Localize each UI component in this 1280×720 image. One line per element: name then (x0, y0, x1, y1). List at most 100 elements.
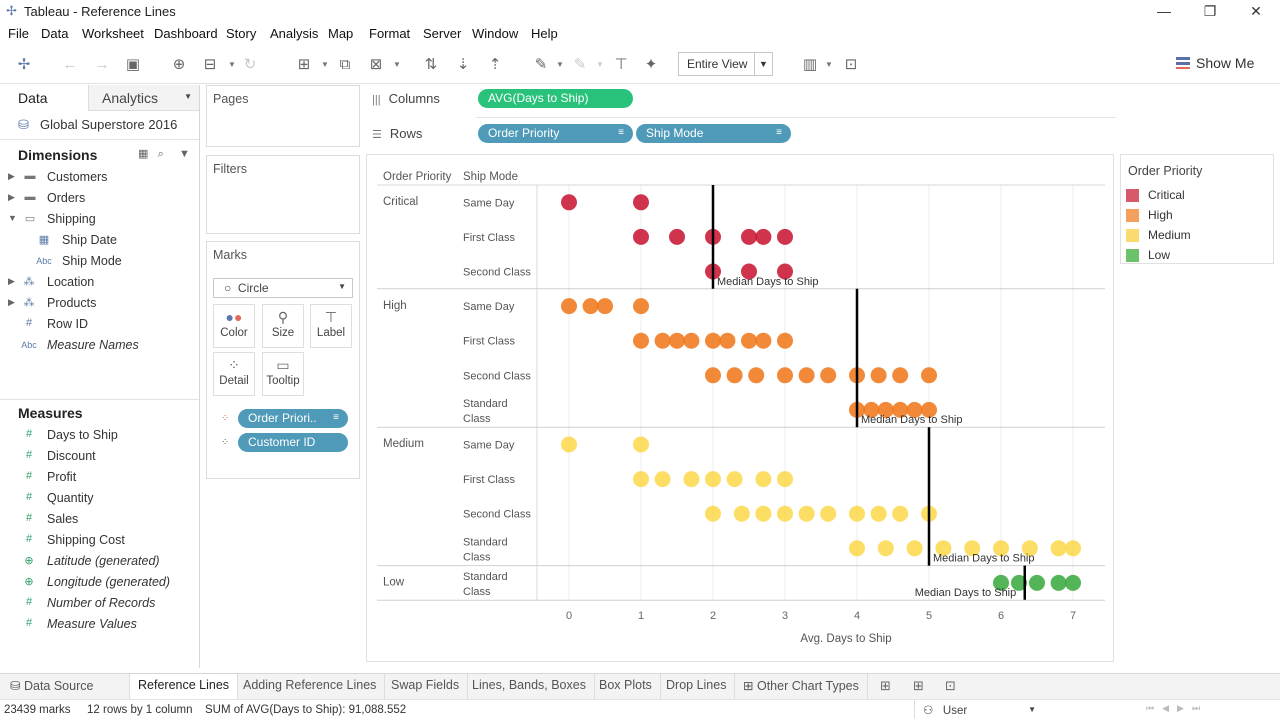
search-icon[interactable]: ⌕ (157, 148, 164, 160)
pause-updates-icon[interactable]: ⊟ (203, 56, 217, 73)
highlight-icon[interactable]: ✎ (534, 56, 548, 73)
sheet-navigation[interactable]: ⏮◀▶⏭ (1146, 703, 1209, 713)
undo-icon[interactable]: ← (62, 56, 78, 73)
menu-map[interactable]: Map (328, 26, 354, 41)
show-me-button[interactable]: Show Me (1176, 55, 1254, 71)
field-measure-values[interactable]: # Measure Values (0, 615, 199, 635)
legend-item-medium[interactable]: Medium (1126, 227, 1266, 245)
field-shipping-cost[interactable]: # Shipping Cost (0, 531, 199, 551)
tab-other-chart-types[interactable]: ⊞ Other Chart Types (735, 674, 868, 699)
datasource-item[interactable]: ⛁ Global Superstore 2016 (18, 117, 177, 132)
label-button[interactable]: ⊤ Label (310, 304, 352, 348)
field-location[interactable]: ▶ ⁂ Location (0, 273, 199, 293)
save-icon[interactable]: ▣ (125, 56, 141, 73)
swap-rows-columns-icon[interactable]: ⇅ (424, 56, 438, 73)
menu-story[interactable]: Story (226, 26, 257, 41)
legend-item-high[interactable]: High (1126, 207, 1266, 225)
expand-icon[interactable]: ▶ (8, 192, 15, 202)
menu-window[interactable]: Window (472, 26, 519, 41)
fix-axes-icon[interactable]: ✦ (644, 56, 658, 73)
legend-item-critical[interactable]: Critical (1126, 187, 1266, 205)
field-shipping[interactable]: ▼ ▭ Shipping (0, 210, 199, 230)
field-row-id[interactable]: # Row ID (0, 315, 199, 335)
menu-server[interactable]: Server (423, 26, 462, 41)
show-cards-caret-icon[interactable]: ▼ (825, 60, 833, 69)
show-cards-icon[interactable]: ▥ (802, 56, 818, 73)
user-dropdown[interactable]: ⚇ User ▼ (914, 700, 1042, 719)
minimize-button[interactable]: — (1157, 3, 1171, 19)
field-quantity[interactable]: # Quantity (0, 489, 199, 509)
show-mark-labels-icon[interactable]: ⊤ (614, 56, 628, 73)
field-ship-date[interactable]: ▦ Ship Date (0, 231, 199, 251)
filters-shelf[interactable]: Filters (206, 155, 360, 234)
viz-canvas[interactable]: Order Priority Ship Mode Critical Same Day F… (366, 154, 1114, 662)
size-button[interactable]: ⚲ Size (262, 304, 304, 348)
marks-pill-customer-id[interactable]: Customer ID (238, 433, 348, 452)
tab-adding-reference-lines[interactable]: Adding Reference Lines (235, 674, 386, 699)
rows-pill-ship-mode[interactable]: Ship Mode ≡ (636, 124, 791, 143)
menu-data[interactable]: Data (41, 26, 69, 41)
color-button[interactable]: ●● Color (213, 304, 255, 348)
sort-ascending-icon[interactable]: ⇣ (456, 56, 470, 73)
menu-help[interactable]: Help (531, 26, 558, 41)
field-days-to-ship[interactable]: # Days to Ship (0, 426, 199, 446)
new-story-tab-icon[interactable]: ⊡ (945, 678, 956, 693)
tab-box-plots[interactable]: Box Plots (591, 674, 661, 699)
field-orders[interactable]: ▶ ▬ Orders (0, 189, 199, 209)
mark-type-dropdown[interactable]: ○ Circle ▼ (213, 278, 353, 298)
legend-item-low[interactable]: Low (1126, 247, 1266, 265)
pages-shelf[interactable]: Pages (206, 85, 360, 147)
marks-pill-order-priority[interactable]: Order Priori.. ≡ (238, 409, 348, 428)
expand-icon[interactable]: ▶ (8, 276, 15, 286)
tab-data[interactable]: Data (0, 85, 88, 111)
collapse-icon[interactable]: ▼ (8, 213, 17, 223)
chevron-down-icon[interactable]: ▼ (179, 148, 190, 160)
refresh-icon[interactable]: ↻ (243, 56, 257, 73)
group-members-caret-icon[interactable]: ▼ (596, 60, 604, 69)
field-latitude[interactable]: ⊕ Latitude (generated) (0, 552, 199, 572)
columns-shelf[interactable]: ||| Columns (366, 84, 1280, 114)
field-customers[interactable]: ▶ ▬ Customers (0, 168, 199, 188)
presentation-mode-icon[interactable]: ⊡ (844, 56, 858, 73)
expand-icon[interactable]: ▶ (8, 171, 15, 181)
tab-drop-lines[interactable]: Drop Lines (658, 674, 736, 699)
clear-sheet-icon[interactable]: ⊠ (369, 56, 383, 73)
fit-dropdown[interactable]: Entire View ▼ (678, 52, 773, 76)
pause-updates-caret-icon[interactable]: ▼ (228, 60, 236, 69)
duplicate-sheet-icon[interactable]: ⧉ (339, 56, 351, 73)
new-worksheet-icon[interactable]: ⊞ (297, 56, 311, 73)
tableau-home-icon[interactable]: ✢ (17, 56, 31, 73)
field-discount[interactable]: # Discount (0, 447, 199, 467)
rows-pill-order-priority[interactable]: Order Priority ≡ (478, 124, 633, 143)
tab-analytics[interactable]: Analytics ▼ (88, 85, 199, 111)
detail-button[interactable]: ⁘ Detail (213, 352, 255, 396)
redo-icon[interactable]: → (94, 56, 110, 73)
restore-button[interactable]: ❐ (1203, 3, 1217, 19)
field-number-of-records[interactable]: # Number of Records (0, 594, 199, 614)
new-worksheet-caret-icon[interactable]: ▼ (321, 60, 329, 69)
menu-file[interactable]: File (8, 26, 29, 41)
field-profit[interactable]: # Profit (0, 468, 199, 488)
tooltip-button[interactable]: ▭ Tooltip (262, 352, 304, 396)
group-members-icon[interactable]: ✎ (573, 56, 587, 73)
field-sales[interactable]: # Sales (0, 510, 199, 530)
menu-dashboard[interactable]: Dashboard (154, 26, 218, 41)
menu-format[interactable]: Format (369, 26, 411, 41)
sort-descending-icon[interactable]: ⇡ (488, 56, 502, 73)
view-cards-icon[interactable]: ▦ (138, 148, 149, 160)
menu-analysis[interactable]: Analysis (270, 26, 319, 41)
tab-lines-bands-boxes[interactable]: Lines, Bands, Boxes (464, 674, 595, 699)
expand-icon[interactable]: ▶ (8, 297, 15, 307)
field-longitude[interactable]: ⊕ Longitude (generated) (0, 573, 199, 593)
tab-swap-fields[interactable]: Swap Fields (383, 674, 469, 699)
close-button[interactable]: ✕ (1250, 3, 1262, 19)
new-worksheet-tab-icon[interactable]: ⊞ (880, 678, 891, 693)
new-dashboard-tab-icon[interactable]: ⊞ (913, 678, 924, 693)
menu-worksheet[interactable]: Worksheet (82, 26, 144, 41)
tab-reference-lines[interactable]: Reference Lines (130, 674, 239, 699)
new-data-source-icon[interactable]: ⊕ (172, 56, 186, 73)
field-ship-mode[interactable]: Abc Ship Mode (0, 252, 199, 272)
scatter-chart[interactable]: Order Priority Ship Mode Critical Same Day F… (367, 155, 1113, 661)
field-measure-names[interactable]: Abc Measure Names (0, 336, 199, 356)
field-products[interactable]: ▶ ⁂ Products (0, 294, 199, 314)
